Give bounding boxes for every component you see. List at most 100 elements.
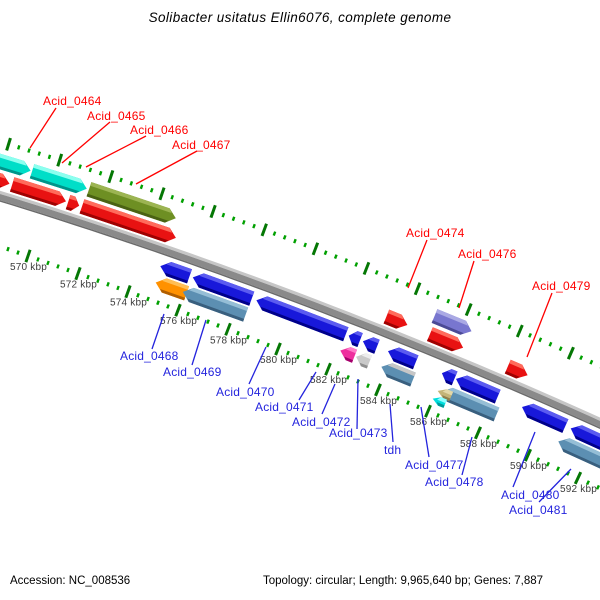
minor-tick: [190, 201, 195, 207]
gene-top-bevel: [509, 359, 525, 370]
major-tick: [274, 342, 282, 356]
minor-tick: [486, 434, 490, 440]
minor-tick: [156, 300, 160, 306]
major-tick: [209, 204, 217, 219]
minor-tick: [221, 212, 226, 218]
gene-arrow: [456, 375, 501, 404]
minor-tick: [556, 466, 560, 472]
kbp-label: 588 kbp: [460, 439, 497, 450]
gene-arrow-Acid_0470: [192, 273, 255, 306]
gene-bottom-shade: [383, 320, 400, 329]
gene-arrow: [0, 172, 10, 188]
kbp-label: 580 kbp: [260, 355, 297, 366]
major-tick: [224, 322, 232, 336]
gene-arrow-Acid_0467: [86, 182, 176, 223]
gene-label-Acid_0473: Acid_0473: [329, 426, 388, 440]
gene-bottom-shade: [351, 341, 359, 347]
minor-tick: [436, 294, 440, 300]
major-tick: [107, 170, 115, 184]
minor-tick: [466, 426, 470, 431]
page-title: Solibacter usitatus Ellin6076, complete …: [149, 10, 452, 25]
gene-bottom-shade: [0, 185, 3, 188]
leader-line: [29, 107, 57, 149]
kbp-label: 582 kbp: [310, 375, 347, 386]
minor-tick: [558, 346, 563, 352]
leader-line: [85, 135, 147, 168]
gene-label-tdh: tdh: [384, 443, 401, 457]
minor-tick: [416, 404, 420, 410]
minor-tick: [546, 461, 550, 467]
minor-tick: [536, 457, 540, 463]
major-tick: [260, 223, 268, 237]
major-tick: [311, 242, 320, 256]
gene-bottom-shade: [366, 347, 376, 354]
gene-body: [79, 199, 176, 243]
minor-tick: [216, 323, 220, 328]
gene-label-Acid_0480: Acid_0480: [501, 488, 560, 502]
minor-tick: [293, 238, 297, 244]
gene-top-bevel: [83, 199, 172, 233]
minor-tick: [487, 315, 492, 321]
gene-top-bevel: [442, 389, 454, 396]
major-tick: [573, 471, 583, 485]
minor-tick: [385, 274, 389, 279]
minor-tick: [119, 177, 123, 183]
minor-tick: [446, 298, 451, 304]
gene-top-bevel: [528, 403, 569, 423]
minor-tick: [136, 292, 140, 298]
minor-tick: [88, 167, 93, 173]
minor-tick: [395, 278, 399, 283]
gene-label-Acid_0467: Acid_0467: [172, 138, 231, 152]
minor-tick: [96, 278, 100, 284]
leader-line: [389, 403, 394, 443]
minor-tick: [477, 311, 481, 317]
minor-tick: [246, 334, 250, 340]
minor-tick: [323, 250, 328, 256]
minor-tick: [180, 198, 185, 204]
gene-top-bevel: [13, 177, 63, 197]
gene-label-Acid_0474: Acid_0474: [406, 226, 465, 240]
gene-arrow-Acid_0472: [348, 331, 363, 347]
minor-tick: [456, 421, 460, 427]
gene-label-Acid_0478: Acid_0478: [425, 475, 484, 489]
minor-tick: [516, 448, 520, 454]
gene-top-bevel: [387, 363, 416, 377]
minor-tick: [116, 285, 120, 291]
kbp-label: 590 kbp: [510, 461, 547, 472]
minor-tick: [78, 164, 82, 169]
major-tick: [464, 303, 473, 317]
gene-label-Acid_0476: Acid_0476: [458, 247, 517, 261]
leader-line: [461, 436, 473, 476]
minor-tick: [538, 337, 543, 343]
major-tick: [413, 282, 422, 296]
minor-tick: [146, 296, 150, 302]
gene-bottom-shade: [431, 320, 464, 335]
gene-bottom-shade: [385, 373, 412, 387]
gene-arrow: [356, 353, 372, 369]
gene-arrow-Acid_0481: [570, 425, 600, 450]
minor-tick: [98, 170, 103, 176]
kbp-label: 584 kbp: [360, 396, 397, 407]
minor-tick: [6, 246, 10, 252]
minor-tick: [366, 383, 370, 389]
gene-arrow-Acid_0464: [29, 164, 87, 194]
gene-top-bevel: [0, 172, 6, 179]
gene-body: [256, 296, 349, 342]
gene-body: [29, 164, 87, 194]
minor-tick: [296, 354, 300, 360]
gene-label-Acid_0472: Acid_0472: [292, 415, 351, 429]
gene-bottom-shade: [392, 357, 414, 370]
leader-line: [512, 431, 536, 488]
gene-body: [381, 363, 416, 387]
gene-top-bevel: [462, 375, 501, 394]
gene-top-bevel: [262, 296, 349, 331]
gene-bottom-shade: [197, 283, 251, 306]
major-tick: [5, 137, 12, 151]
major-tick: [56, 153, 64, 167]
minor-tick: [496, 439, 500, 445]
axis-band: [0, 193, 600, 428]
major-tick: [424, 404, 432, 418]
kbp-label: 576 kbp: [160, 316, 197, 327]
leader-line: [407, 239, 428, 289]
gene-arrow-Acid_0469: [182, 287, 249, 322]
